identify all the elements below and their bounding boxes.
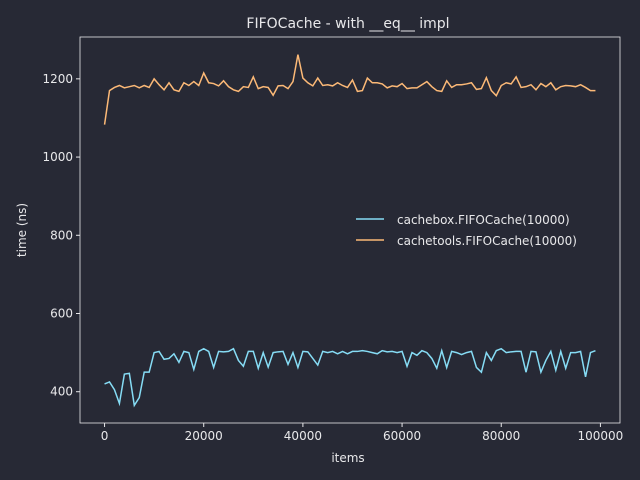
legend-label: cachetools.FIFOCache(10000): [397, 234, 577, 248]
chart-title: FIFOCache - with __eq__ impl: [246, 16, 449, 32]
x-tick-label: 20000: [185, 429, 223, 443]
y-tick-label: 1000: [42, 150, 73, 164]
plot-frame: [79, 36, 621, 424]
x-tick-label: 0: [101, 429, 109, 443]
y-axis-label: time (ns): [15, 203, 29, 257]
y-tick-label: 400: [50, 385, 73, 399]
x-tick-label: 40000: [284, 429, 322, 443]
x-axis-label: items: [331, 451, 364, 465]
x-tick-label: 60000: [383, 429, 421, 443]
series-line: [103, 54, 596, 125]
y-tick-label: 600: [50, 306, 73, 320]
series-line: [104, 347, 596, 408]
x-tick-label: 100000: [578, 429, 624, 443]
y-tick-label: 800: [50, 228, 73, 242]
y-tick-label: 1200: [42, 72, 73, 86]
x-tick-label: 80000: [482, 429, 520, 443]
legend-label: cachebox.FIFOCache(10000): [397, 213, 570, 227]
